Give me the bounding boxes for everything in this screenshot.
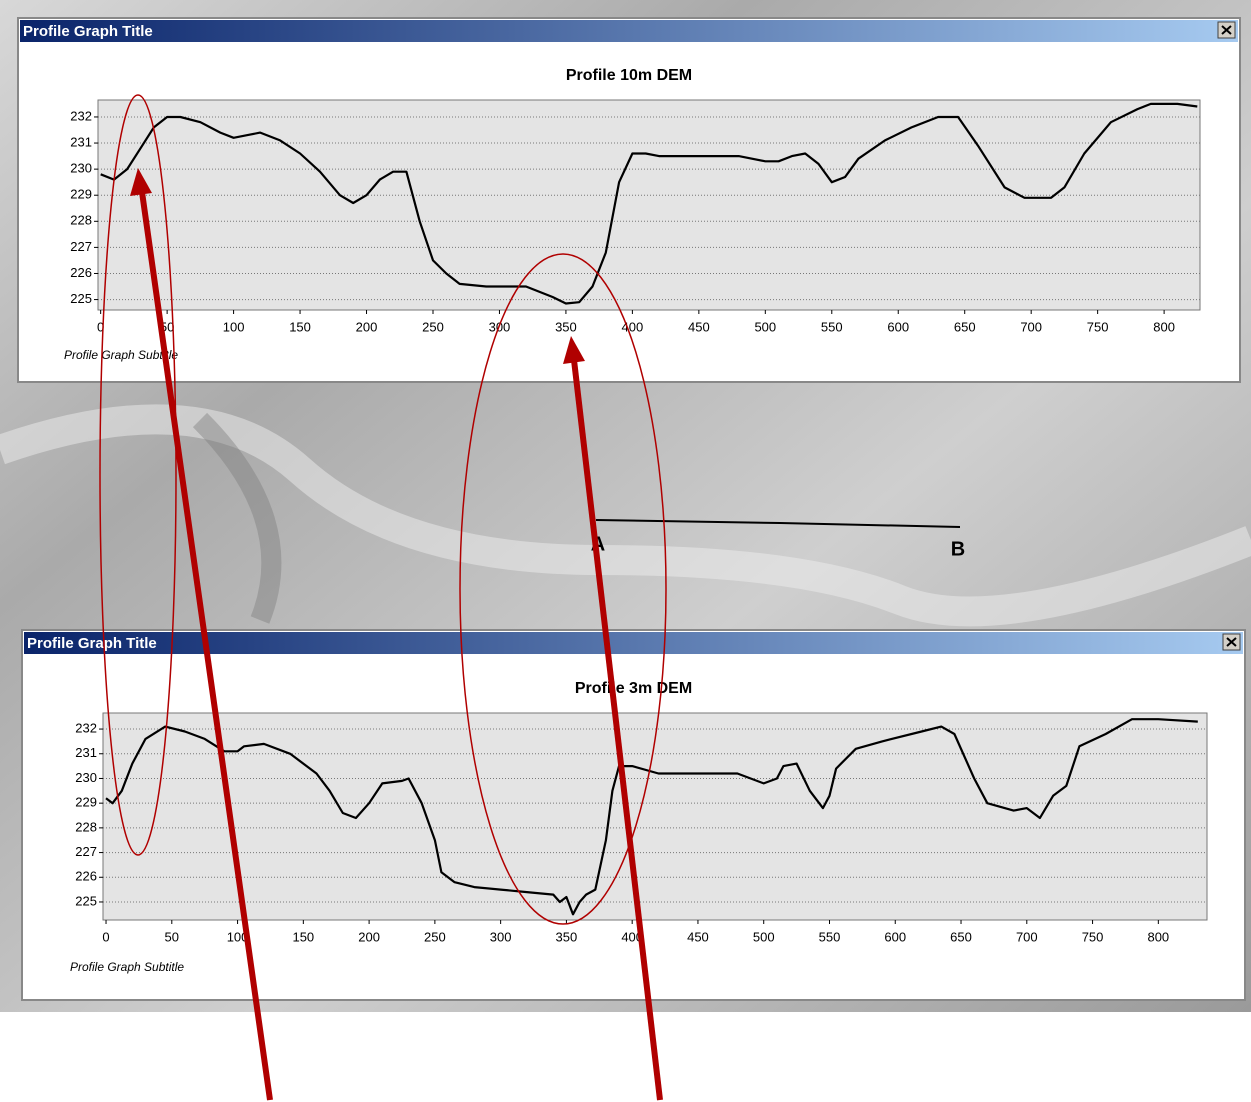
x-tick-label: 700	[1020, 319, 1042, 334]
x-tick-label: 350	[556, 929, 578, 944]
y-tick-label: 229	[70, 187, 92, 202]
window-title: Profile Graph Title	[23, 23, 153, 40]
chart-title: Profile 10m DEM	[566, 67, 692, 84]
x-tick-label: 300	[490, 929, 512, 944]
x-tick-label: 750	[1082, 929, 1104, 944]
close-button[interactable]	[1223, 634, 1240, 650]
x-tick-label: 250	[424, 929, 446, 944]
x-tick-label: 200	[358, 929, 380, 944]
x-tick-label: 600	[884, 929, 906, 944]
x-tick-label: 700	[1016, 929, 1038, 944]
x-tick-label: 600	[887, 319, 909, 334]
plot-area	[98, 100, 1200, 310]
window-title: Profile Graph Title	[27, 635, 157, 652]
x-tick-label: 150	[292, 929, 314, 944]
x-tick-label: 750	[1087, 319, 1109, 334]
x-tick-label: 800	[1147, 929, 1169, 944]
close-button[interactable]	[1218, 22, 1235, 38]
x-tick-label: 200	[356, 319, 378, 334]
y-tick-label: 231	[75, 745, 97, 760]
chart-subtitle: Profile Graph Subtitle	[64, 348, 178, 362]
x-tick-label: 500	[754, 319, 776, 334]
y-tick-label: 229	[75, 795, 97, 810]
y-tick-label: 225	[75, 893, 97, 908]
y-tick-label: 230	[70, 161, 92, 176]
y-tick-label: 228	[70, 213, 92, 228]
x-tick-label: 500	[753, 929, 775, 944]
x-tick-label: 550	[821, 319, 843, 334]
x-tick-label: 650	[950, 929, 972, 944]
x-tick-label: 650	[954, 319, 976, 334]
chart-subtitle: Profile Graph Subtitle	[70, 960, 184, 974]
y-tick-label: 230	[75, 770, 97, 785]
y-tick-label: 231	[70, 134, 92, 149]
y-tick-label: 226	[70, 265, 92, 280]
x-tick-label: 550	[819, 929, 841, 944]
x-tick-label: 150	[289, 319, 311, 334]
x-tick-label: 100	[223, 319, 245, 334]
title-bar	[20, 20, 1238, 42]
y-tick-label: 228	[75, 819, 97, 834]
y-tick-label: 232	[70, 108, 92, 123]
y-tick-label: 227	[70, 239, 92, 254]
x-tick-label: 450	[687, 929, 709, 944]
chart-title: Profile 3m DEM	[575, 680, 692, 697]
x-tick-label: 50	[165, 929, 179, 944]
x-tick-label: 250	[422, 319, 444, 334]
y-tick-label: 226	[75, 869, 97, 884]
y-tick-label: 232	[75, 720, 97, 735]
y-tick-label: 227	[75, 844, 97, 859]
y-tick-label: 225	[70, 291, 92, 306]
x-tick-label: 350	[555, 319, 577, 334]
x-tick-label: 0	[102, 929, 109, 944]
screen: A B Profile Graph TitleProfile 10m DEM22…	[0, 0, 1251, 1102]
map-label: B	[951, 538, 965, 560]
x-tick-label: 450	[688, 319, 710, 334]
x-tick-label: 800	[1153, 319, 1175, 334]
